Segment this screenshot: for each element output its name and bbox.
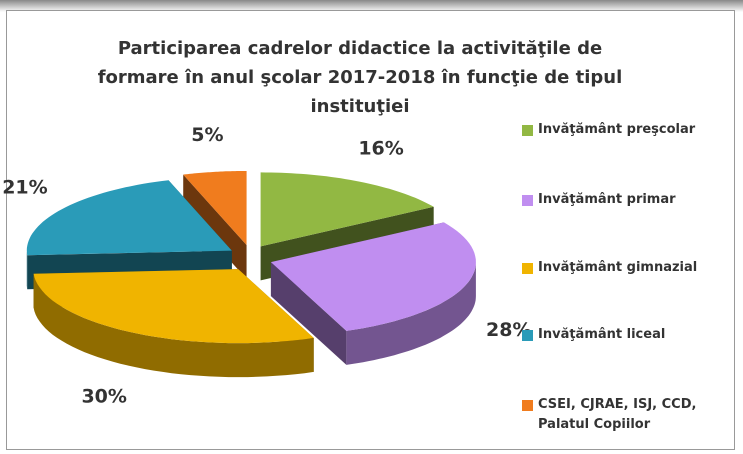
legend-item: Invăţământ preşcolar [520,120,730,140]
chart-title: Participarea cadrelor didactice la activ… [97,38,623,117]
legend-label: CSEI, CJRAE, ISJ, CCD, Palatul Copiilor [538,397,697,432]
legend-item: Invăţământ gimnazial [520,258,730,278]
slice-side [270,262,347,365]
legend-swatch [522,400,533,411]
slice [260,172,434,247]
legend-label: Invăţământ gimnazial [538,260,698,275]
slice [26,180,232,256]
legend-label: Invăţământ liceal [538,327,666,342]
data-label: 5% [191,124,223,146]
legend-label: Invăţământ primar [538,192,676,207]
data-label: 21% [2,177,47,199]
slice [33,269,314,344]
legend-swatch [522,330,533,341]
data-label: 16% [358,138,403,160]
legend-swatch [522,263,533,274]
legend-item: Invăţământ liceal [520,325,730,345]
legend-label: Invăţământ preşcolar [538,122,696,137]
legend-swatch [522,125,533,136]
slice [183,171,247,245]
legend-swatch [522,195,533,206]
legend-item: Invăţământ primar [520,190,730,210]
data-label: 30% [81,385,126,407]
data-label: 28% [486,319,531,341]
slice-wall [346,262,476,365]
slice-wall [33,273,314,378]
legend-item: CSEI, CJRAE, ISJ, CCD, Palatul Copiilor [520,395,720,435]
slice [270,222,476,331]
